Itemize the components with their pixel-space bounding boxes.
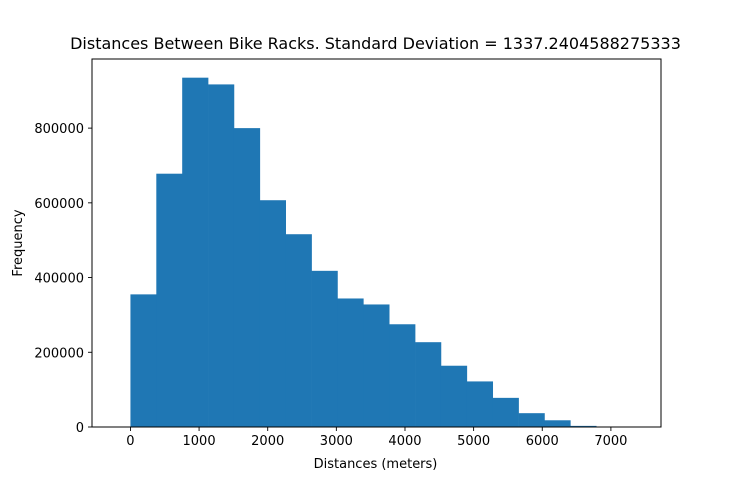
histogram-bar [389,324,415,427]
histogram-bar [493,398,519,427]
histogram-bar [544,420,570,427]
histogram-bar [260,200,286,427]
y-tick-label: 0 [76,421,84,436]
histogram-bar [208,84,234,427]
histogram-bar [363,304,389,427]
x-tick-label: 0 [126,434,134,449]
bars-group [130,78,648,427]
x-tick-label: 5000 [457,434,490,449]
x-tick-label: 7000 [594,434,627,449]
y-tick-label: 400000 [34,272,84,287]
histogram-bar [234,128,260,427]
histogram-bar [519,413,545,427]
histogram-bar [441,366,467,427]
histogram-bar [415,342,441,427]
histogram-bar [156,174,182,427]
x-tick-label: 1000 [183,434,216,449]
x-axis-label: Distances (meters) [314,457,438,472]
chart-title: Distances Between Bike Racks. Standard D… [70,34,681,53]
y-tick-label: 200000 [34,346,84,361]
y-tick-label: 600000 [34,197,84,212]
histogram-bar [182,78,208,427]
x-axis-ticks: 0 1000 2000 3000 4000 5000 6000 7000 [126,427,627,449]
x-tick-label: 6000 [526,434,559,449]
histogram-bar [130,294,156,427]
y-axis-ticks: 0 200000 400000 600000 800000 [34,122,92,436]
x-tick-label: 4000 [388,434,421,449]
histogram-bar [467,381,493,427]
x-tick-label: 3000 [320,434,353,449]
histogram-bar [286,234,312,427]
histogram-bar [312,271,338,427]
histogram-bar [337,298,363,427]
y-tick-label: 800000 [34,122,84,137]
x-tick-label: 2000 [251,434,284,449]
y-axis-label: Frequency [11,209,26,276]
